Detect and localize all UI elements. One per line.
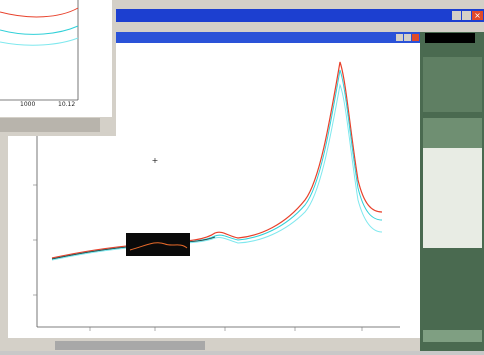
properties: [423, 148, 482, 248]
panel-group-2: [423, 118, 482, 148]
x-ticks: [89, 327, 363, 331]
title-bar: [110, 9, 484, 22]
inset-cyan: [0, 25, 79, 35]
inset-toolbar: [0, 118, 100, 132]
inset-label: 1000: [20, 101, 35, 108]
minimize-button[interactable]: [452, 11, 461, 20]
inset-light: [0, 37, 79, 46]
cursor: +: [152, 156, 159, 165]
overlay-box: [126, 233, 190, 256]
panel-group-1: [423, 57, 482, 112]
panel-header: [425, 33, 475, 43]
plot-close-button[interactable]: [412, 34, 419, 41]
close-button[interactable]: [472, 11, 483, 20]
status-toolbar: [55, 341, 205, 350]
inset-label: 10.12: [58, 101, 75, 108]
menu-bar: [110, 22, 484, 32]
panel-button[interactable]: [423, 330, 482, 342]
overlay-curve: [129, 242, 188, 251]
plot-max-button[interactable]: [404, 34, 411, 41]
plot-min-button[interactable]: [396, 34, 403, 41]
maximize-button[interactable]: [462, 11, 471, 20]
plot-title-bar: [110, 32, 420, 43]
inset-red: [0, 7, 79, 18]
close-glyph: ×: [474, 11, 481, 20]
inset-plot: [0, 0, 112, 117]
